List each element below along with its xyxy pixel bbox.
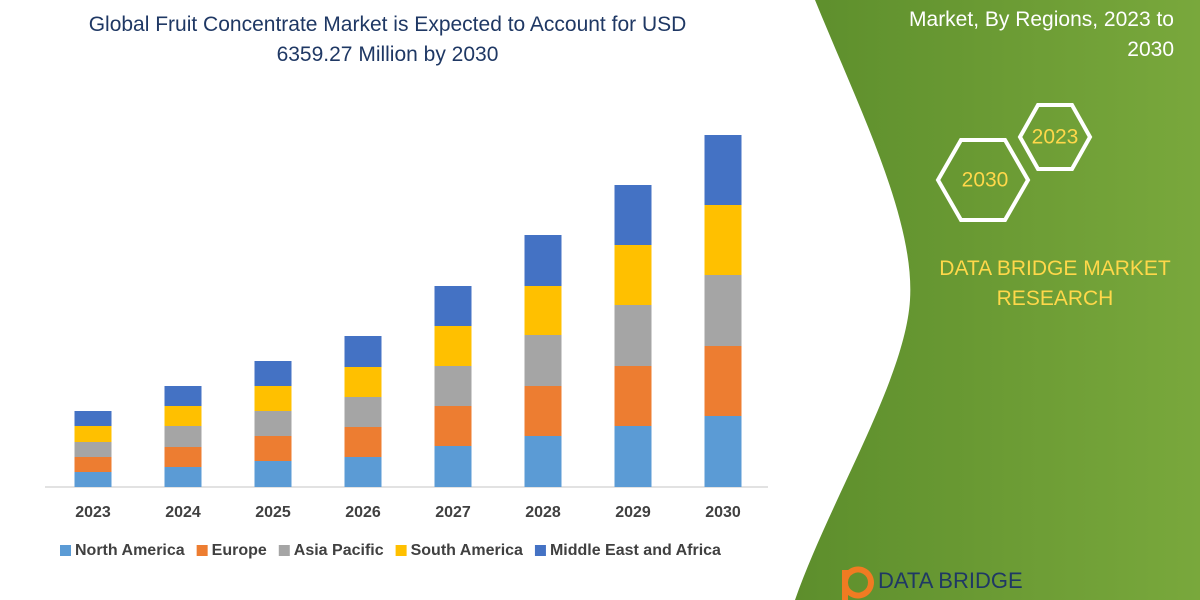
bar-segment xyxy=(614,245,652,305)
bar-segment xyxy=(344,367,382,397)
bar-segment xyxy=(74,472,112,487)
bar-segment xyxy=(704,205,742,275)
bar-segment xyxy=(704,346,742,416)
bar-segment xyxy=(614,366,652,426)
bar-segment xyxy=(254,436,292,461)
hexagon xyxy=(1017,103,1093,171)
bar-segment xyxy=(704,135,742,205)
bar-segment xyxy=(164,467,202,487)
bar-segment xyxy=(344,427,382,457)
bar-segment xyxy=(614,185,652,245)
bar-segment xyxy=(344,397,382,427)
bar-segment xyxy=(524,335,562,386)
x-tick-label: 2028 xyxy=(525,504,561,521)
hexagon-label: 2023 xyxy=(1032,126,1079,149)
legend-swatch xyxy=(60,545,71,556)
bar-segment xyxy=(344,336,382,367)
bar-segment xyxy=(434,326,472,366)
x-tick-label: 2024 xyxy=(165,504,201,521)
bar-segment xyxy=(74,426,112,442)
bar-segment xyxy=(524,235,562,286)
legend-label: Middle East and Africa xyxy=(550,542,721,559)
brand: DATA BRIDGE MARKET RESEARCH xyxy=(939,257,1171,310)
bar-segment xyxy=(614,426,652,487)
legend-label: North America xyxy=(75,542,185,559)
bar-segment xyxy=(74,457,112,472)
legend-swatch xyxy=(196,545,208,556)
bar-segment xyxy=(434,406,472,446)
bar-segment xyxy=(524,386,562,436)
bar-segment xyxy=(704,416,742,487)
bar-segment xyxy=(524,436,562,487)
panel-heading: Market, By Regions, 2023 to 2030 xyxy=(909,8,1174,61)
bar-segment xyxy=(434,286,472,326)
bar-segment xyxy=(74,442,112,457)
bar-segment xyxy=(614,305,652,366)
bar-segment xyxy=(704,275,742,346)
bar-segment xyxy=(164,447,202,467)
x-tick-label: 2023 xyxy=(75,504,111,521)
logo-icon xyxy=(842,566,874,600)
chart-title: Global Fruit Concentrate Market is Expec… xyxy=(88,13,687,66)
bar-segment xyxy=(254,361,292,386)
legend-swatch xyxy=(534,545,546,556)
bar-segment xyxy=(434,366,472,406)
side-panel xyxy=(795,0,1200,600)
x-tick-label: 2025 xyxy=(255,504,291,521)
bar-segment xyxy=(254,461,292,487)
bar-segment xyxy=(434,446,472,487)
bar-segment xyxy=(74,411,112,426)
legend-label: Europe xyxy=(212,542,267,559)
x-tick-label: 2029 xyxy=(615,504,651,521)
hexagon xyxy=(935,138,1031,222)
x-tick-label: 2027 xyxy=(435,504,471,521)
legend-label: South America xyxy=(411,542,523,559)
bar-segment xyxy=(254,386,292,411)
x-tick-label: 2026 xyxy=(345,504,381,521)
bar-segment xyxy=(164,386,202,406)
bar-segment xyxy=(524,286,562,335)
legend-label: Asia Pacific xyxy=(294,542,384,559)
bar-segment xyxy=(344,457,382,487)
bar-segment xyxy=(254,411,292,436)
x-tick-label: 2030 xyxy=(705,504,741,521)
bar-segment xyxy=(164,426,202,447)
legend-swatch xyxy=(278,545,290,556)
logo-text: DATA BRIDGE xyxy=(878,568,1023,593)
bar-segment xyxy=(164,406,202,426)
hexagon-label: 2030 xyxy=(962,169,1009,192)
legend-swatch xyxy=(395,545,407,556)
